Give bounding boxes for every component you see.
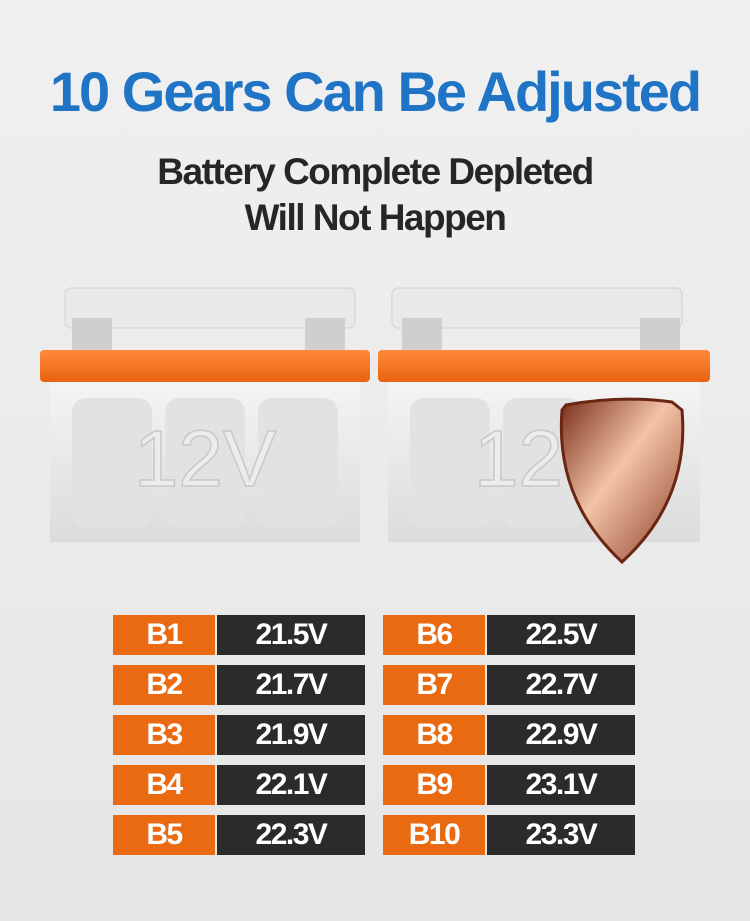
handle [64, 287, 356, 329]
gear-row: B6 22.5V [383, 615, 635, 655]
voltage-label: 22.7V [526, 668, 598, 701]
voltage-label: 22.3V [256, 818, 328, 851]
voltage-cell [487, 615, 635, 655]
voltage-label: 22.9V [526, 718, 598, 751]
voltage-cell [487, 665, 635, 705]
lid [40, 350, 370, 382]
gear-row: B9 23.1V [383, 765, 635, 805]
gear-cell [113, 815, 215, 855]
gear-row: B10 23.3V [383, 815, 635, 855]
gear-label: B3 [146, 718, 182, 751]
voltage-cell [217, 615, 365, 655]
voltage-label: 23.3V [526, 818, 598, 851]
gear-cell [383, 615, 485, 655]
gear-cell [383, 815, 485, 855]
subtitle: Will Not Happen [245, 197, 506, 238]
gear-label: B10 [409, 818, 460, 851]
voltage-label: 21.9V [256, 718, 328, 751]
voltage-label: 23.1V [526, 768, 598, 801]
gear-label: B1 [146, 618, 182, 651]
gear-row: B1 21.5V [113, 615, 365, 655]
voltage-cell [217, 715, 365, 755]
voltage-cell [487, 715, 635, 755]
gear-label: B4 [146, 768, 183, 801]
gear-row: B2 21.7V [113, 665, 365, 705]
gear-label: B5 [146, 818, 182, 851]
gear-table: B1 21.5V B2 21.7V B3 21.9V B4 22.1V B5 22.3V B6 22.… [113, 615, 635, 855]
terminal [640, 318, 680, 354]
gear-cell [383, 715, 485, 755]
terminal [305, 318, 345, 354]
gear-label: B8 [416, 718, 452, 751]
voltage-label: 22.5V [526, 618, 598, 651]
cell-shape [165, 398, 245, 528]
terminal [72, 318, 112, 354]
cell-shape [72, 398, 152, 528]
gear-cell [383, 665, 485, 705]
gear-row: B7 22.7V [383, 665, 635, 705]
gear-label: B2 [146, 668, 182, 701]
voltage-label: 21.5V [256, 618, 328, 651]
voltage-cell [217, 765, 365, 805]
handle [391, 287, 683, 329]
voltage-label: 22.1V [256, 768, 328, 801]
gear-label: B7 [416, 668, 452, 701]
gear-label: B9 [416, 768, 452, 801]
title: 10 Gears Can Be Adjusted [50, 60, 700, 123]
battery: 12V [40, 287, 370, 542]
battery-label: 12V [134, 414, 277, 503]
voltage-cell [487, 815, 635, 855]
gear-cell [113, 765, 215, 805]
voltage-cell [217, 815, 365, 855]
voltage-label: 21.7V [256, 668, 328, 701]
lid [378, 350, 710, 382]
gear-cell [113, 715, 215, 755]
gear-label: B6 [416, 618, 452, 651]
gear-cell [113, 665, 215, 705]
gear-cell [113, 615, 215, 655]
gear-row: B4 22.1V [113, 765, 365, 805]
cell-shape [258, 398, 338, 528]
gear-cell [383, 765, 485, 805]
voltage-cell [217, 665, 365, 705]
gear-row: B8 22.9V [383, 715, 635, 755]
subtitle: Battery Complete Depleted [157, 151, 592, 192]
gear-row: B3 21.9V [113, 715, 365, 755]
shield-icon [559, 397, 685, 565]
terminal [402, 318, 442, 354]
cell-shape [410, 398, 490, 528]
gear-row: B5 22.3V [113, 815, 365, 855]
voltage-cell [487, 765, 635, 805]
battery: 12V [378, 287, 710, 565]
